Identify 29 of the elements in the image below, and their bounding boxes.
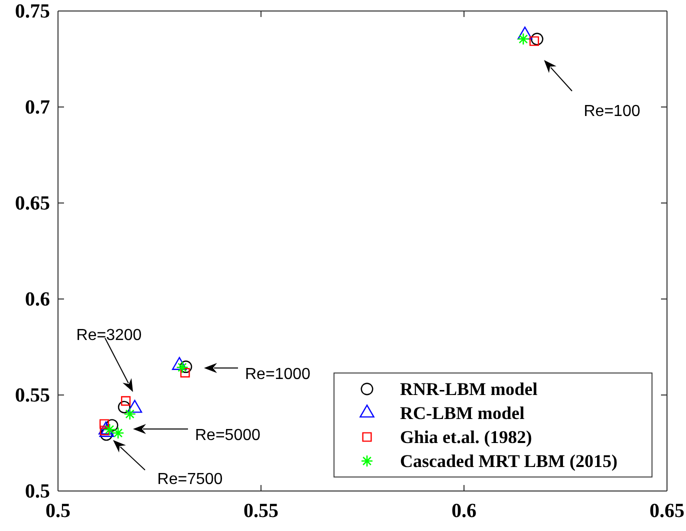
point: [103, 423, 116, 436]
y-tick-label: 0.65: [15, 192, 50, 214]
y-tick-label: 0.55: [15, 384, 50, 406]
point: [530, 32, 544, 46]
y-tick-label: 0.7: [25, 96, 50, 118]
y-tick-label: 0.6: [25, 288, 50, 310]
y-tick-label: 0.75: [15, 0, 50, 22]
annotation: Re=5000: [195, 427, 260, 444]
point: [517, 32, 530, 46]
point: [112, 426, 124, 440]
point: [121, 396, 131, 406]
point: [180, 360, 192, 374]
x-tick-label: 0.6: [452, 500, 476, 522]
annotation: Re=7500: [157, 471, 223, 488]
legend-label: RNR-LBM model: [400, 379, 538, 399]
legend-label: RC-LBM model: [400, 403, 524, 423]
annotation: Re=100: [584, 103, 640, 120]
legend-label: Ghia et.al. (1982): [400, 427, 532, 447]
x-tick-label: 0.55: [244, 500, 278, 522]
x-tick-label: 0.65: [650, 500, 684, 522]
point: [124, 408, 136, 420]
point: [529, 36, 540, 46]
annotation: Re=1000: [245, 366, 310, 383]
legend-label: Cascaded MRT LBM (2015): [400, 451, 618, 471]
x-tick-label: 0.5: [46, 500, 70, 522]
point: [118, 400, 130, 414]
annotation: Re=3200: [76, 327, 142, 344]
point: [180, 368, 190, 378]
y-tick-label: 0.5: [25, 480, 50, 502]
